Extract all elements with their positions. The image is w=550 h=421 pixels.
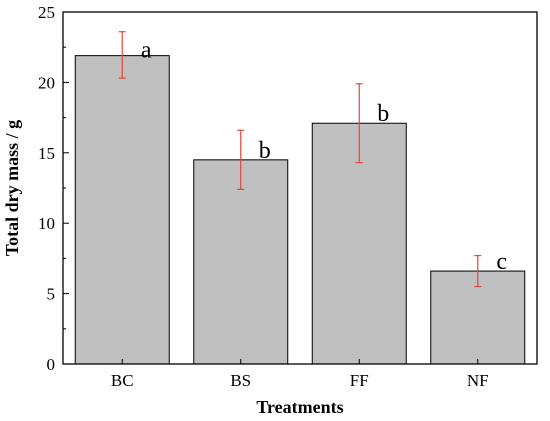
bar-ff (311, 122, 407, 365)
x-tick-label: BS (230, 371, 251, 390)
y-axis: 0 5 10 15 20 25 (38, 3, 69, 374)
y-axis-title: Total dry mass / g (2, 120, 22, 256)
bar-bc (74, 55, 170, 365)
y-tick-label: 25 (38, 3, 55, 22)
bar-series (74, 55, 526, 365)
y-tick-label: 20 (38, 73, 55, 92)
significance-label-nf: c (496, 249, 507, 275)
y-tick-label: 0 (47, 355, 56, 374)
y-tick-label: 15 (38, 144, 55, 163)
x-tick-label: NF (467, 371, 489, 390)
x-tick-label: BC (111, 371, 134, 390)
error-bar-ff (355, 83, 363, 164)
bar-bs (193, 159, 289, 365)
y-tick-label: 5 (47, 285, 56, 304)
error-bar-bs (237, 129, 245, 191)
significance-label-ff: b (377, 101, 389, 127)
y-tick-label: 10 (38, 214, 55, 233)
x-tick-label: FF (350, 371, 369, 390)
error-bar-nf (474, 254, 482, 288)
error-bar-bc (118, 31, 126, 79)
significance-label-bs: b (259, 138, 271, 164)
significance-labels: a b b c (141, 38, 507, 275)
x-axis-title: Treatments (256, 397, 343, 417)
significance-label-bc: a (141, 38, 152, 64)
x-axis: BC BS FF NF (111, 359, 489, 390)
error-bar-series (118, 31, 482, 288)
